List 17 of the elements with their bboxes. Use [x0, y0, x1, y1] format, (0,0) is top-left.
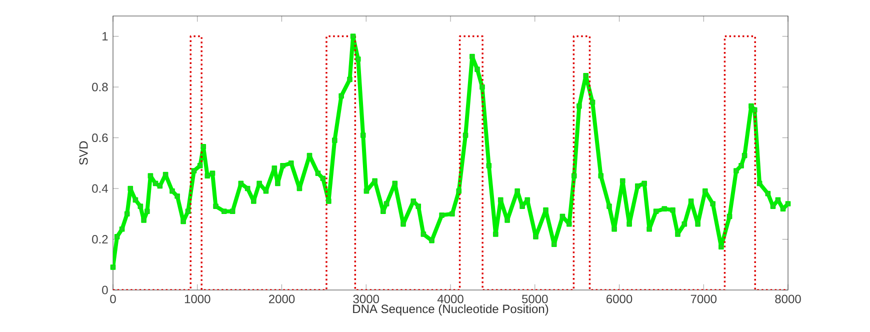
x-tick-label: 7000: [690, 294, 717, 304]
y-tick-label: 0: [102, 286, 108, 294]
y-tick-label: 0.4: [92, 184, 108, 193]
x-tick-label: 8000: [775, 294, 801, 304]
y-tick-label: 0.8: [92, 82, 108, 92]
x-tick-label: 2000: [269, 294, 295, 304]
x-axis-title: DNA Sequence (Nucleotide Position): [353, 304, 548, 316]
x-tick-label: 0: [110, 294, 116, 304]
y-tick-label: 0.6: [92, 134, 108, 142]
x-tick-label: 5000: [522, 294, 548, 304]
x-tick-label: 3000: [353, 294, 380, 304]
y-axis-title: SVD: [79, 141, 88, 165]
x-tick-label: 4000: [437, 294, 464, 304]
y-tick-label: 1: [102, 32, 108, 40]
x-tick-label: 6000: [606, 294, 632, 304]
y-tick-label: 0.2: [92, 235, 108, 244]
x-tick-label: 1000: [184, 294, 210, 304]
